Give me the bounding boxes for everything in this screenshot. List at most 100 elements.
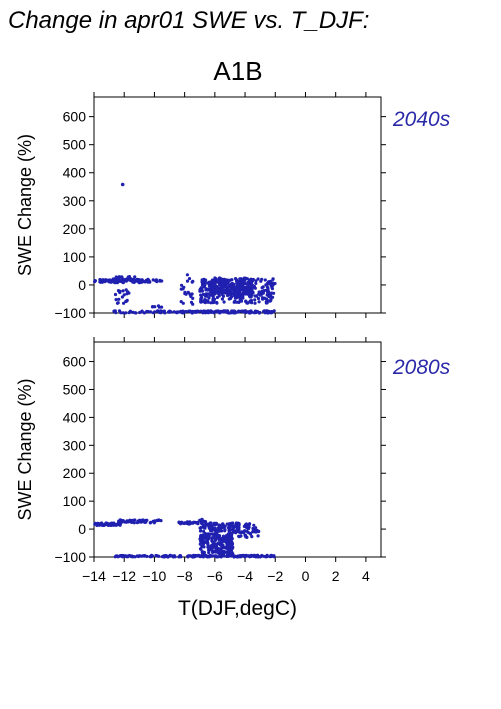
scatter-point (187, 554, 191, 558)
x-tick-label: −10 (143, 568, 167, 584)
scatter-point (181, 521, 185, 525)
scatter-point (96, 521, 100, 525)
scatter-point (215, 295, 219, 300)
scatter-point (101, 278, 105, 282)
scatter-point (233, 310, 237, 314)
scatter-point (125, 299, 129, 303)
scatter-point (238, 299, 243, 303)
scatter-point (215, 301, 219, 305)
scatter-point (185, 279, 190, 283)
y-tick-label: 200 (63, 221, 87, 237)
scatter-point (218, 276, 222, 281)
scatter-point (227, 529, 232, 534)
scatter-point (202, 520, 206, 524)
scatter-point (149, 520, 153, 524)
scatter-point (144, 278, 148, 282)
scatter-point (205, 292, 210, 297)
x-tick-label: 4 (362, 568, 370, 584)
scatter-point (216, 309, 220, 313)
scatter-point (219, 552, 223, 557)
scatter-point (124, 554, 128, 558)
scatter-point (239, 283, 243, 287)
scatter-point (220, 310, 224, 314)
scatter-point (269, 553, 273, 558)
scatter-point (263, 278, 267, 282)
scatter-point (220, 550, 224, 554)
scatter-point (189, 294, 193, 299)
y-tick-label: 600 (63, 109, 87, 125)
x-tick-label: 0 (302, 568, 310, 584)
scatter-point (199, 547, 203, 551)
scatter-point (104, 521, 108, 525)
y-tick-label: 0 (78, 521, 86, 537)
scatter-point (174, 310, 179, 314)
scatter-point (254, 526, 258, 530)
scatter-point (235, 291, 240, 295)
scatter-point (240, 293, 244, 297)
scatter-point (185, 273, 189, 277)
scatter-point (117, 519, 121, 524)
scatter-point (112, 309, 116, 313)
scenario-label: A1B (213, 56, 262, 86)
scatter-point (268, 279, 272, 283)
scatter-point (155, 280, 159, 284)
scatter-point (240, 287, 244, 291)
scatter-point (242, 531, 246, 535)
scatter-point (117, 275, 121, 279)
scatter-point (210, 284, 214, 288)
scatter-point (140, 309, 144, 313)
scatter-point (249, 532, 253, 536)
scatter-point (181, 287, 185, 291)
scatter-point (229, 533, 234, 537)
scatter-point (163, 554, 167, 558)
scatter-point (114, 298, 118, 302)
scatter-point (132, 555, 136, 559)
scatter-point (254, 555, 258, 559)
scatter-point (253, 301, 257, 305)
scatter-point (153, 310, 157, 314)
scatter-point (142, 311, 146, 315)
scatter-point (119, 311, 123, 315)
scatter-point (205, 539, 209, 543)
scatter-point (241, 296, 245, 300)
scatter-point (230, 310, 234, 314)
scatter-point (111, 277, 115, 281)
scatter-point (268, 295, 272, 299)
scatter-point (185, 520, 189, 524)
scatter-point (189, 300, 194, 304)
scatter-point (167, 309, 171, 313)
scatter-point (120, 518, 124, 523)
scatter-point (227, 291, 231, 295)
scatter-point (248, 522, 252, 526)
scatter-point (251, 529, 255, 533)
scatter-point (199, 533, 203, 537)
scatter-point (127, 311, 131, 315)
scatter-point (153, 519, 157, 524)
scatter-point (226, 540, 230, 545)
y-tick-label: 100 (63, 493, 87, 509)
scatter-point (248, 555, 252, 559)
y-tick-label: 400 (63, 165, 87, 181)
y-tick-label: 300 (63, 193, 87, 209)
scatter-point (234, 521, 239, 525)
scatter-point (142, 554, 146, 558)
scatter-point (230, 281, 234, 286)
scatter-point (208, 545, 212, 549)
scatter-point (100, 280, 104, 284)
scatter-point (199, 286, 203, 290)
scatter-point (256, 277, 260, 281)
scatter-point (245, 554, 249, 558)
scatter-point (229, 521, 233, 526)
scatter-point (199, 525, 204, 529)
scatter-point (235, 296, 239, 300)
scatter-point (246, 301, 250, 305)
scatter-point (239, 309, 243, 313)
scatter-point (210, 554, 214, 558)
scatter-point (260, 286, 264, 290)
scatter-point (203, 536, 207, 540)
scatter-point (115, 281, 119, 285)
scatter-point (220, 529, 224, 533)
scatter-point (99, 522, 103, 526)
scatter-point (254, 279, 258, 283)
